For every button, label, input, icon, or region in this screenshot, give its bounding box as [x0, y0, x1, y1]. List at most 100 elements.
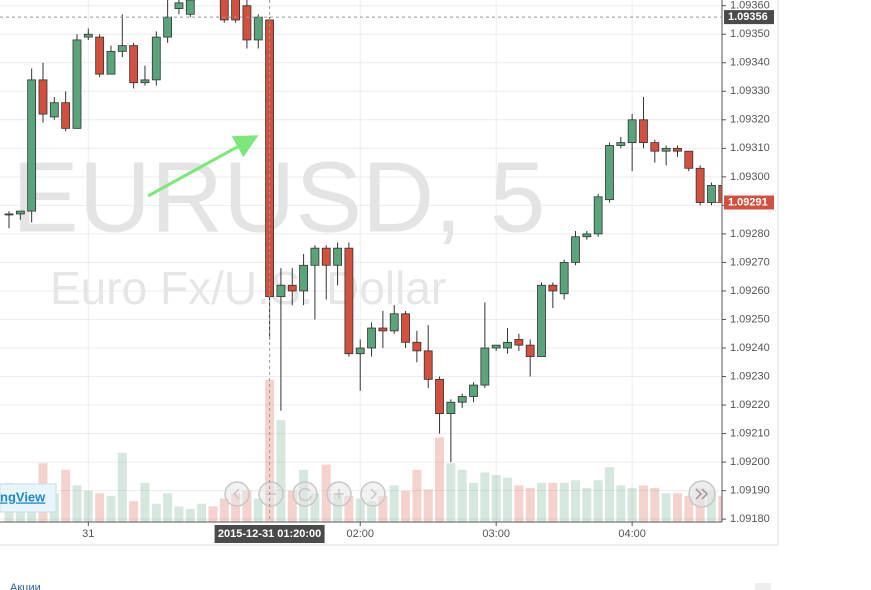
- volume-bar: [185, 508, 195, 522]
- volume-bar: [197, 503, 207, 522]
- axes: 1.09180 1.09190 1.09200 1.09210 1.09220 1.092…: [82, 0, 770, 540]
- volume-bar: [333, 493, 343, 522]
- volume-bar: [344, 495, 354, 522]
- candle-body: [435, 378, 444, 415]
- candle-body: [61, 102, 71, 129]
- volume-bar: [83, 490, 93, 522]
- volume-bar: [638, 485, 648, 522]
- volume-bar: [718, 495, 722, 522]
- nav-right[interactable]: [360, 481, 386, 507]
- candle-body: [129, 45, 139, 84]
- volume-bar: [582, 488, 592, 522]
- volume-bar: [310, 493, 320, 522]
- volume-bar: [571, 480, 580, 522]
- volume-bar: [627, 488, 637, 522]
- candle-body: [661, 147, 671, 152]
- y-tick-label: 1.09300: [730, 171, 770, 183]
- candle-body: [242, 5, 252, 41]
- candle-body: [718, 185, 722, 203]
- candle-body: [639, 119, 648, 144]
- candle-body: [423, 350, 433, 380]
- candle-body: [593, 196, 603, 235]
- volume-bar: [276, 420, 286, 522]
- volume-bar: [412, 469, 422, 522]
- volume-bar: [117, 452, 127, 522]
- candle-body: [446, 401, 456, 415]
- candle-body: [673, 147, 682, 152]
- volume-bar: [480, 472, 490, 522]
- candle-body: [627, 119, 637, 144]
- volume-bar: [650, 488, 660, 522]
- icon: [334, 489, 344, 499]
- watermark: EURUSD, 5: [12, 141, 545, 253]
- candle-body: [15, 210, 25, 215]
- watermark-subtitle: Euro Fx/U.S. Dollar: [50, 262, 446, 314]
- candle-body: [684, 150, 694, 169]
- volume-bar: [593, 480, 603, 522]
- candle-body: [117, 45, 127, 52]
- crosshair-price-box: [724, 10, 774, 25]
- candle-body: [537, 284, 546, 357]
- candle-body: [491, 344, 501, 349]
- volume-bar: [525, 488, 535, 522]
- crosshair-price-label: 1.09356: [728, 11, 768, 23]
- logo-text[interactable]: ngView: [0, 489, 46, 504]
- volume-bar: [491, 475, 501, 522]
- footer-link[interactable]: Акции: [10, 582, 41, 590]
- volume-bar: [95, 493, 105, 522]
- volume-bar: [242, 490, 252, 522]
- candle-body: [605, 145, 614, 201]
- y-tick-label: 1.09360: [730, 0, 770, 12]
- volume-bar: [514, 485, 524, 522]
- candle-body: [389, 313, 399, 332]
- y-tick-label: 1.09180: [730, 513, 770, 525]
- volume-bar: [423, 489, 433, 522]
- candle-body: [333, 247, 342, 266]
- volume-bar: [219, 498, 229, 522]
- candle-body: [174, 2, 184, 9]
- icon: [695, 488, 709, 500]
- crosshair-time-label: 2015-12-31 01:20:00: [218, 528, 321, 540]
- volume-bar: [287, 490, 297, 522]
- candle-body: [695, 167, 705, 203]
- candle-body: [412, 341, 422, 352]
- nav-left[interactable]: [224, 481, 250, 507]
- volume-bar: [367, 501, 377, 522]
- candle-body: [72, 39, 82, 129]
- volume-bar: [72, 485, 82, 522]
- annotation-arrow: [147, 135, 259, 198]
- icon: [298, 487, 312, 502]
- y-tick-label: 1.09330: [730, 85, 770, 97]
- logo-box[interactable]: [0, 483, 57, 513]
- volume-bar: [321, 464, 331, 522]
- y-tick-label: 1.09350: [730, 28, 770, 40]
- candle-body: [480, 347, 490, 386]
- volume-bar: [604, 467, 614, 522]
- volume-bar: [106, 495, 116, 522]
- candle-body: [344, 247, 354, 355]
- candle-body: [310, 247, 320, 266]
- volume-bar: [253, 498, 263, 522]
- candle-body: [616, 142, 626, 146]
- volume-bar: [616, 485, 626, 522]
- volume-bar: [389, 485, 399, 522]
- x-tick-label: 04:00: [618, 528, 646, 540]
- candle-body: [559, 262, 569, 295]
- candle-body: [707, 185, 716, 203]
- volume-bar: [435, 437, 445, 522]
- reset[interactable]: [292, 481, 318, 507]
- y-tick-label: 1.09260: [730, 285, 770, 297]
- candle-body: [49, 102, 59, 118]
- candle-body: [185, 0, 195, 15]
- y-tick-label: 1.09250: [730, 313, 770, 325]
- candle-body: [355, 347, 365, 355]
- candle-body: [514, 339, 524, 346]
- candle-body: [38, 79, 48, 115]
- candle-body: [378, 327, 388, 332]
- x-tick-label: 31: [82, 528, 94, 540]
- last-price-box: [724, 195, 774, 210]
- y-tick-label: 1.09280: [730, 228, 770, 240]
- candle-body: [4, 213, 14, 216]
